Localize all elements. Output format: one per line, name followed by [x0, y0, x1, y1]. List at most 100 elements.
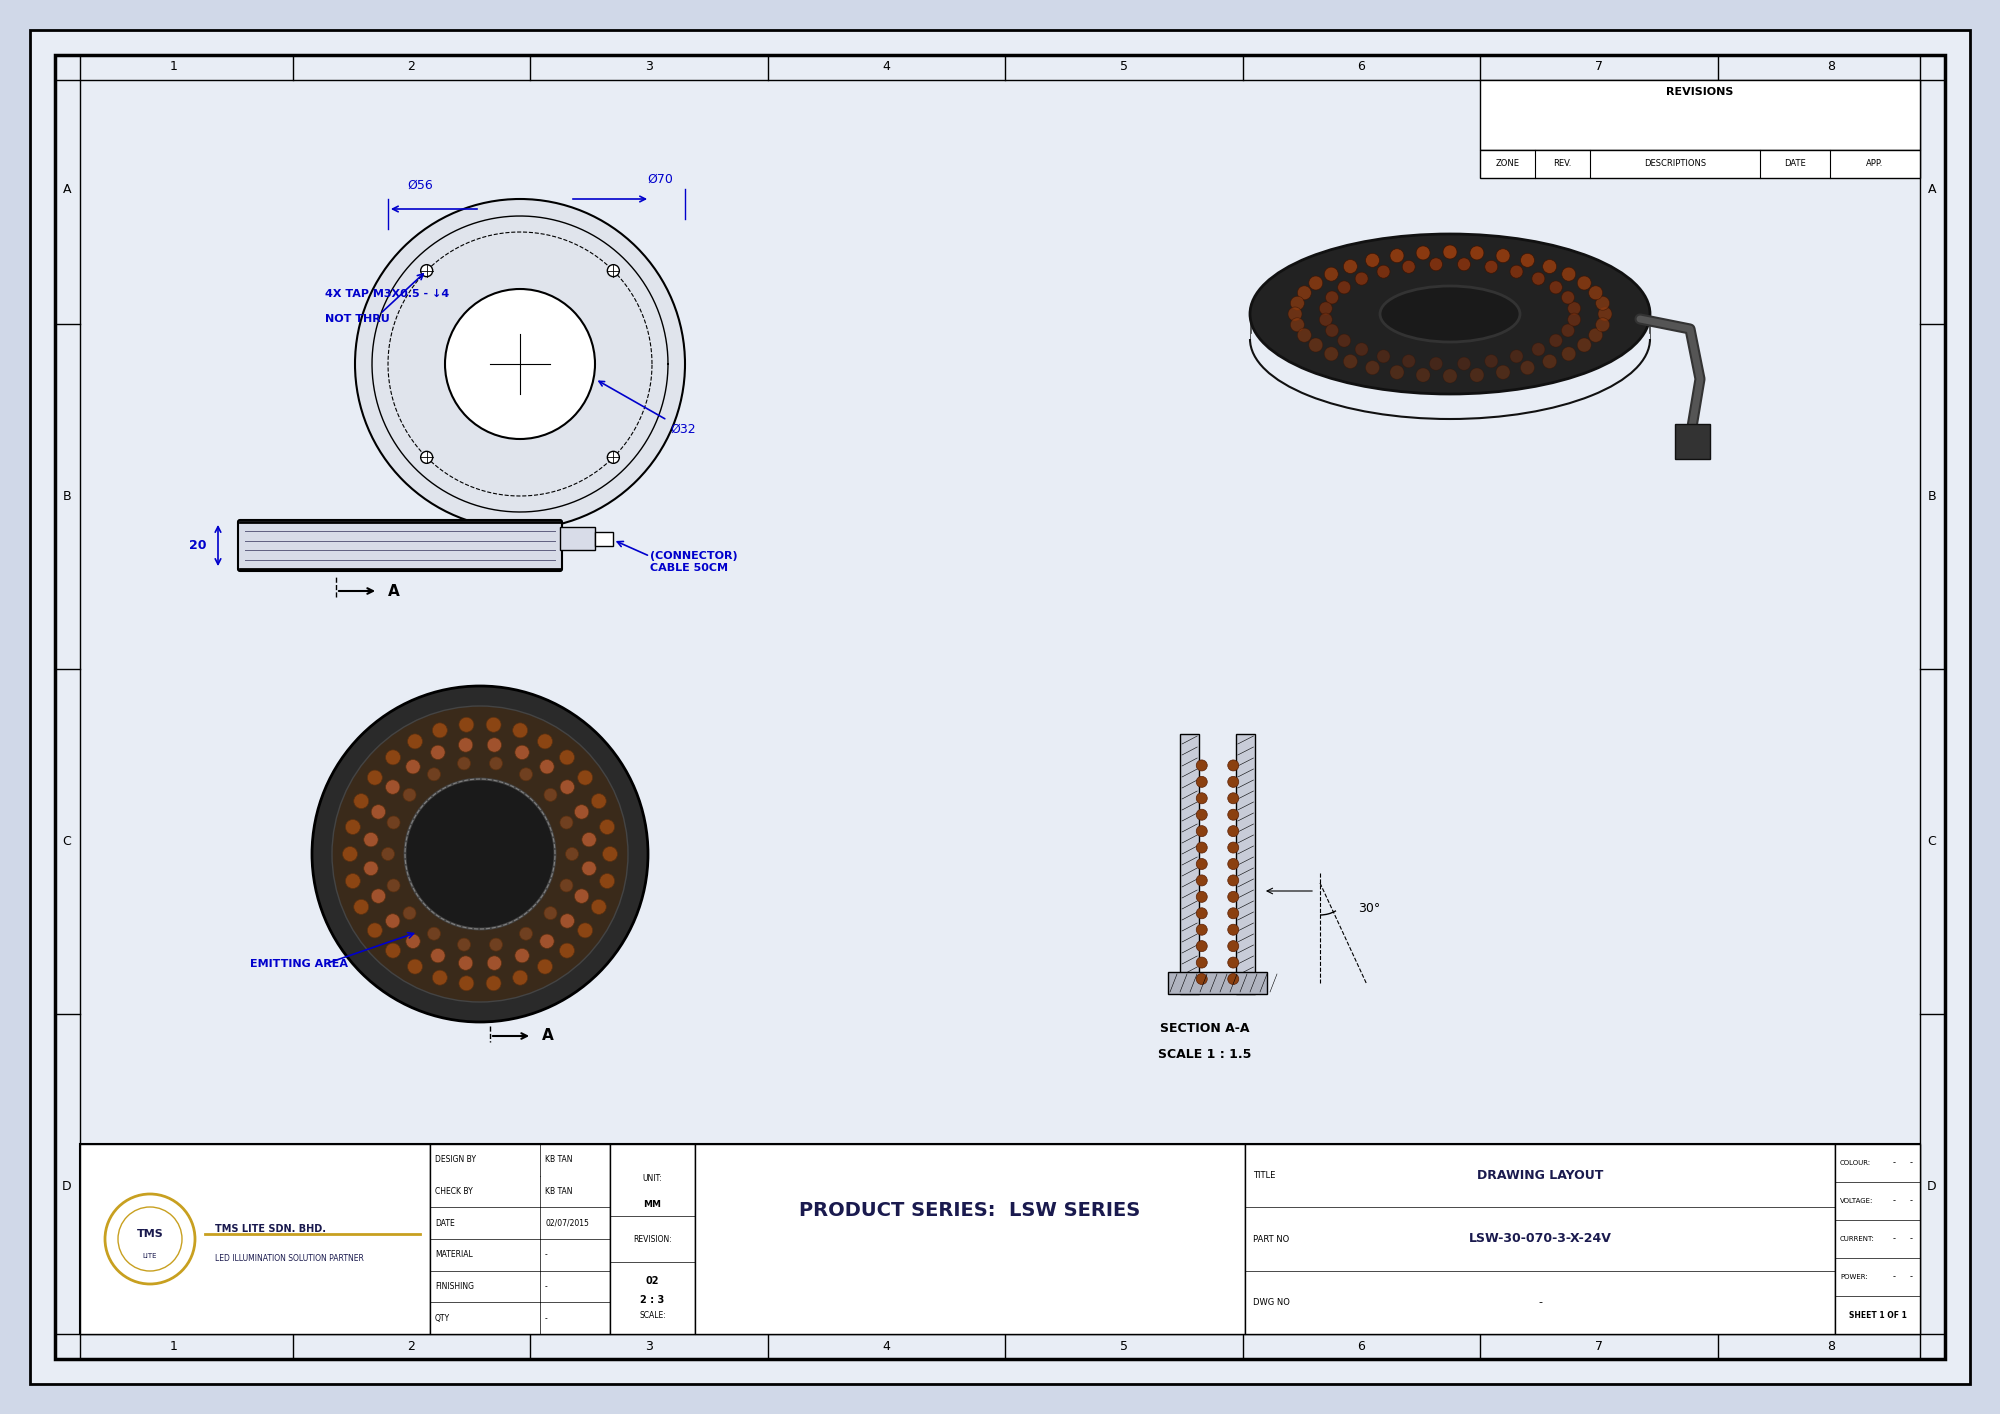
Text: 6: 6	[1358, 61, 1366, 74]
Circle shape	[446, 288, 596, 438]
Circle shape	[1228, 759, 1238, 771]
Text: A: A	[62, 182, 72, 197]
Text: 30°: 30°	[1358, 902, 1380, 915]
Text: APP.: APP.	[1866, 160, 1884, 168]
Circle shape	[1520, 361, 1534, 375]
Circle shape	[342, 847, 358, 861]
Text: VOLTAGE:: VOLTAGE:	[1840, 1198, 1874, 1203]
Circle shape	[458, 976, 474, 991]
Text: REVISION:: REVISION:	[634, 1234, 672, 1243]
Circle shape	[106, 1193, 196, 1284]
Circle shape	[540, 759, 554, 773]
Circle shape	[346, 874, 360, 888]
Text: A: A	[388, 584, 400, 598]
Text: 4: 4	[882, 61, 890, 74]
Circle shape	[1532, 271, 1544, 286]
Circle shape	[1390, 365, 1404, 379]
Circle shape	[512, 723, 528, 738]
Text: 20: 20	[188, 539, 206, 551]
Circle shape	[1196, 858, 1208, 870]
Circle shape	[458, 956, 472, 970]
Circle shape	[1196, 925, 1208, 935]
Circle shape	[458, 756, 470, 769]
Text: A: A	[542, 1028, 554, 1044]
Text: 02: 02	[646, 1275, 660, 1285]
Circle shape	[578, 923, 592, 937]
Text: -: -	[1910, 1234, 1912, 1243]
Circle shape	[1196, 875, 1208, 887]
Circle shape	[364, 833, 378, 847]
Bar	[1168, 971, 1268, 994]
Circle shape	[1444, 369, 1456, 383]
Bar	[1180, 734, 1198, 994]
Bar	[560, 526, 596, 550]
Text: CURRENT:: CURRENT:	[1840, 1236, 1874, 1241]
Circle shape	[356, 199, 686, 529]
Circle shape	[1484, 355, 1498, 368]
Circle shape	[1578, 276, 1592, 290]
Circle shape	[364, 861, 378, 875]
Circle shape	[368, 923, 382, 937]
Circle shape	[372, 805, 386, 819]
Circle shape	[1196, 793, 1208, 803]
Circle shape	[1430, 358, 1442, 370]
Circle shape	[1326, 291, 1338, 304]
Circle shape	[1598, 307, 1612, 321]
Circle shape	[1228, 793, 1238, 803]
Text: Ø70: Ø70	[648, 173, 672, 187]
Circle shape	[354, 793, 368, 809]
Text: SCALE 1 : 1.5: SCALE 1 : 1.5	[1158, 1048, 1252, 1060]
Text: 2: 2	[408, 1340, 416, 1353]
Text: QTY: QTY	[436, 1314, 450, 1322]
Circle shape	[1496, 249, 1510, 263]
Circle shape	[408, 959, 422, 974]
Circle shape	[560, 943, 574, 959]
Circle shape	[312, 686, 648, 1022]
Circle shape	[1390, 249, 1404, 263]
Circle shape	[1344, 260, 1358, 273]
Circle shape	[602, 847, 618, 861]
Circle shape	[1338, 334, 1350, 346]
Text: C: C	[62, 836, 72, 848]
Circle shape	[1344, 355, 1358, 369]
Text: D: D	[1928, 1181, 1936, 1193]
Circle shape	[1196, 891, 1208, 902]
Circle shape	[1562, 267, 1576, 281]
Circle shape	[1588, 286, 1602, 300]
Bar	[1480, 81, 1920, 150]
Text: D: D	[62, 1181, 72, 1193]
Circle shape	[458, 738, 472, 752]
FancyBboxPatch shape	[238, 520, 562, 571]
Circle shape	[1484, 260, 1498, 273]
Circle shape	[1588, 328, 1602, 342]
Circle shape	[1458, 358, 1470, 370]
Text: (CONNECTOR)
CABLE 50CM: (CONNECTOR) CABLE 50CM	[650, 551, 738, 573]
Ellipse shape	[1380, 286, 1520, 342]
Circle shape	[1196, 940, 1208, 952]
Circle shape	[408, 734, 422, 749]
Circle shape	[420, 451, 432, 464]
Circle shape	[540, 935, 554, 949]
Circle shape	[1532, 342, 1544, 356]
Circle shape	[1444, 245, 1456, 259]
Text: -: -	[1892, 1196, 1896, 1206]
Text: 5: 5	[1120, 1340, 1128, 1353]
Circle shape	[1228, 809, 1238, 820]
Circle shape	[420, 264, 432, 277]
Text: 4X TAP M3X0.5 - ↓4: 4X TAP M3X0.5 - ↓4	[326, 288, 450, 298]
Circle shape	[490, 937, 502, 952]
Circle shape	[432, 970, 448, 986]
Circle shape	[1298, 286, 1312, 300]
Circle shape	[1196, 843, 1208, 853]
Text: SECTION A-A: SECTION A-A	[1160, 1022, 1250, 1035]
Text: LED ILLUMINATION SOLUTION PARTNER: LED ILLUMINATION SOLUTION PARTNER	[216, 1254, 364, 1263]
Circle shape	[386, 749, 400, 765]
Text: UNIT:: UNIT:	[642, 1174, 662, 1182]
Circle shape	[578, 771, 592, 785]
Circle shape	[512, 970, 528, 986]
Circle shape	[406, 779, 556, 929]
Text: MATERIAL: MATERIAL	[436, 1250, 472, 1260]
Text: DATE: DATE	[436, 1219, 454, 1227]
Text: Ø56: Ø56	[408, 180, 432, 192]
Text: PART NO: PART NO	[1252, 1234, 1290, 1243]
